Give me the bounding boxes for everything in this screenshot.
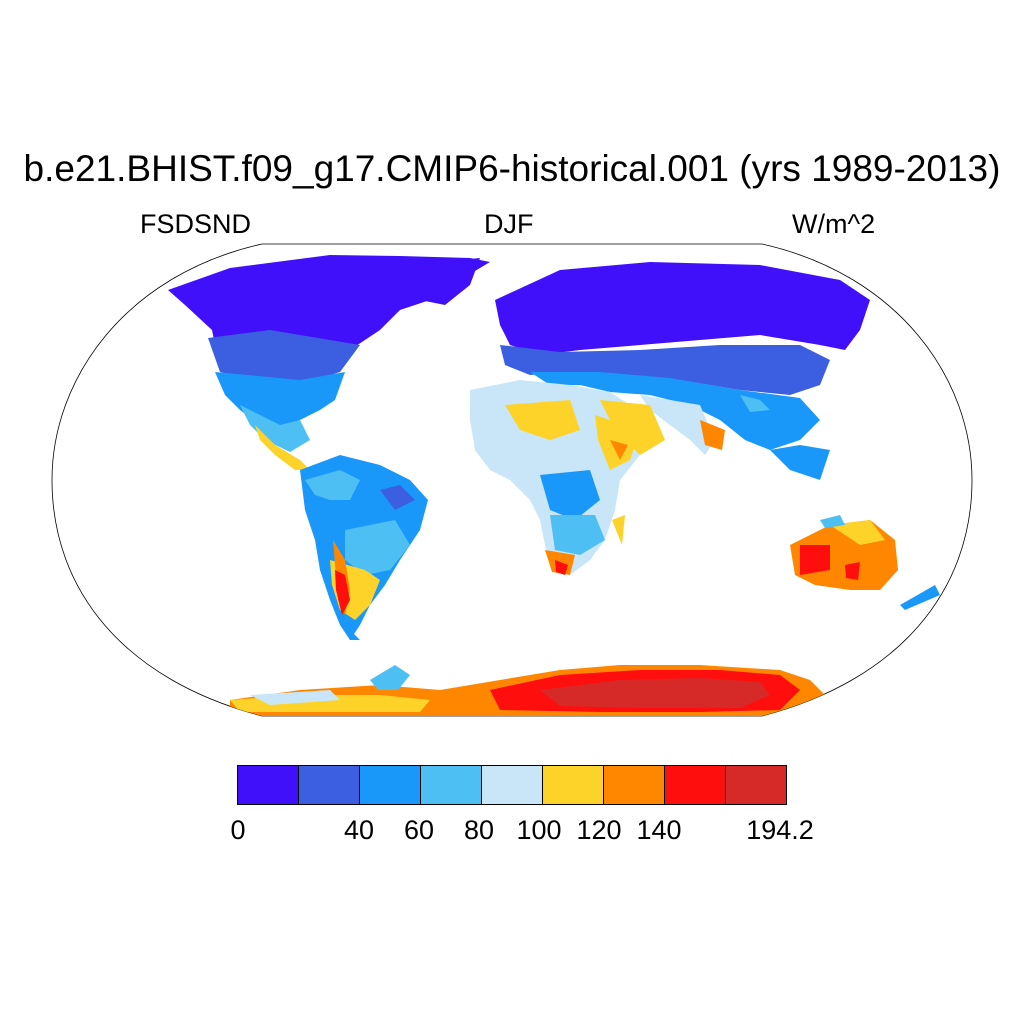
- colorbar-swatch-1: [237, 765, 299, 805]
- variable-label: FSDSND: [140, 209, 252, 239]
- colorbar-tick-label: 0: [230, 815, 246, 845]
- south-america-region: [300, 455, 428, 640]
- colorbar-tick-label: 60: [403, 815, 435, 845]
- colorbar-tick-label: 100: [516, 815, 562, 845]
- arabia-region: [600, 400, 665, 455]
- north-america-region: [168, 255, 490, 470]
- colorbar-swatch-5: [481, 765, 543, 805]
- colorbar-tick-label: 40: [343, 815, 375, 845]
- map-title: b.e21.BHIST.f09_g17.CMIP6-historical.001…: [23, 148, 1001, 189]
- colorbar-tick-label: 140: [636, 815, 682, 845]
- eurasia-region: [495, 262, 870, 480]
- units-label: W/m^2: [792, 209, 876, 239]
- antarctica-region: [230, 665, 830, 716]
- colorbar-swatch-9: [725, 765, 787, 805]
- season-label: DJF: [484, 209, 534, 239]
- australia-region: [790, 515, 940, 610]
- colorbar-swatch-2: [298, 765, 360, 805]
- colorbar-swatch-4: [420, 765, 482, 805]
- colorbar-tick-label: 120: [576, 815, 622, 845]
- colorbar-swatch-3: [359, 765, 421, 805]
- colorbar-swatch-8: [664, 765, 726, 805]
- colorbar-swatch-6: [542, 765, 604, 805]
- colorbar-tick-label: 194.2: [746, 815, 814, 845]
- colorbar: [237, 765, 787, 805]
- colorbar-tick-label: 80: [463, 815, 495, 845]
- colorbar-swatch-7: [603, 765, 665, 805]
